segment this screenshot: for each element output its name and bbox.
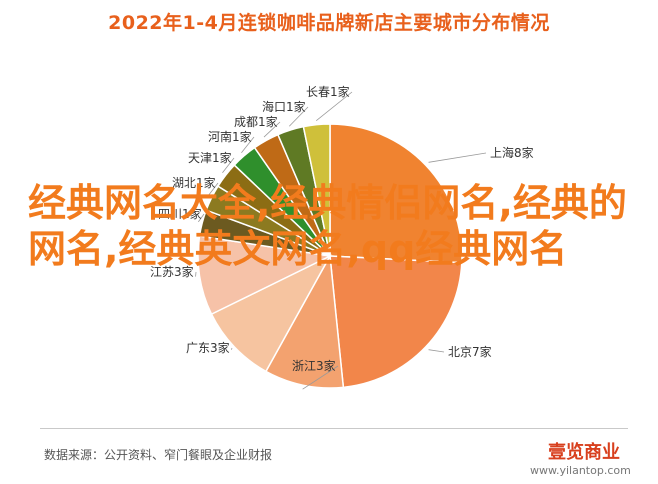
leader-line: [315, 91, 353, 122]
leader-line: [302, 365, 339, 390]
leader-line: [288, 106, 309, 127]
slice-label: 河南1家: [208, 129, 252, 144]
pie-slice: [264, 253, 345, 389]
chart-title: 2022年1-4月连锁咖啡品牌新店主要城市分布情况: [108, 12, 550, 34]
leader-line: [241, 136, 255, 154]
slice-label: 上海8家: [490, 145, 534, 160]
slice-label: 长春1家: [306, 84, 350, 99]
slice-label: 湖北1家: [172, 175, 216, 190]
slice-label: 江苏3家: [150, 264, 194, 279]
pie-slice: [197, 235, 333, 316]
slice-label: 四川1家: [158, 206, 202, 221]
pie-slice: [210, 254, 332, 373]
leader-line: [428, 349, 445, 353]
overlay-text: 经典网名大全,经典情侣网名,经典的网名,经典英文网名,qq经典网名: [28, 181, 627, 271]
leader-line: [263, 121, 281, 138]
leader-line: [428, 152, 487, 163]
slice-label: 北京7家: [448, 344, 492, 359]
slice-label: 成都1家: [234, 114, 278, 129]
pie-slice: [329, 123, 463, 264]
leader-line: [207, 182, 219, 197]
leader-line: [231, 347, 233, 350]
brand-url: www.yilantop.com: [530, 464, 631, 477]
pie-slice: [329, 255, 463, 389]
leader-line: [222, 157, 235, 174]
brand-logo: 壹览商业: [548, 442, 620, 463]
slice-label: 海口1家: [262, 99, 306, 114]
footer-divider: [40, 428, 628, 429]
slice-label: 天津1家: [188, 150, 232, 165]
slice-label: 广东3家: [186, 340, 230, 355]
slice-label: 浙江3家: [292, 358, 336, 373]
pie-slice: [302, 123, 331, 257]
leader-line: [198, 213, 205, 223]
source-note: 数据来源：公开资料、窄门餐眼及企业财报: [44, 448, 273, 462]
